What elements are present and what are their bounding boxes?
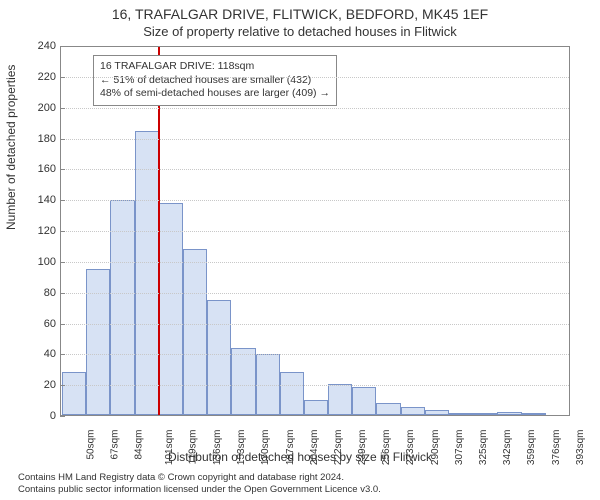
gridline: [61, 169, 569, 170]
bar: [280, 372, 304, 415]
y-tick: [60, 385, 65, 386]
gridline: [61, 324, 569, 325]
y-tick-label: 200: [16, 102, 56, 114]
gridline: [61, 354, 569, 355]
y-tick: [60, 293, 65, 294]
y-tick-label: 120: [16, 225, 56, 237]
y-tick: [60, 324, 65, 325]
y-tick: [60, 139, 65, 140]
bar: [304, 400, 328, 415]
annotation-line: 48% of semi-detached houses are larger (…: [100, 87, 330, 101]
bar: [135, 131, 159, 415]
bar: [449, 413, 473, 415]
y-tick-label: 0: [16, 410, 56, 422]
bar: [522, 413, 546, 415]
chart-title: 16, TRAFALGAR DRIVE, FLITWICK, BEDFORD, …: [0, 6, 600, 22]
gridline: [61, 231, 569, 232]
y-tick-label: 160: [16, 163, 56, 175]
gridline: [61, 385, 569, 386]
bar: [328, 384, 352, 415]
y-tick: [60, 108, 65, 109]
y-tick-label: 20: [16, 379, 56, 391]
x-axis-label: Distribution of detached houses by size …: [0, 450, 600, 464]
y-tick: [60, 231, 65, 232]
annotation-box: 16 TRAFALGAR DRIVE: 118sqm← 51% of detac…: [93, 55, 337, 106]
gridline: [61, 293, 569, 294]
bar: [86, 269, 110, 415]
y-tick-label: 100: [16, 256, 56, 268]
y-tick: [60, 416, 65, 417]
gridline: [61, 77, 569, 78]
bar: [110, 200, 134, 415]
y-tick: [60, 354, 65, 355]
y-tick-label: 180: [16, 133, 56, 145]
y-tick: [60, 200, 65, 201]
bar: [497, 412, 521, 415]
y-tick-label: 220: [16, 71, 56, 83]
bar: [376, 403, 400, 415]
gridline: [61, 262, 569, 263]
chart-subtitle: Size of property relative to detached ho…: [0, 24, 600, 39]
y-tick: [60, 46, 65, 47]
bar: [473, 413, 497, 415]
annotation-line: ← 51% of detached houses are smaller (43…: [100, 74, 330, 88]
y-tick-label: 40: [16, 348, 56, 360]
chart-container: 16, TRAFALGAR DRIVE, FLITWICK, BEDFORD, …: [0, 0, 600, 500]
credits-line-2: Contains public sector information licen…: [18, 484, 381, 496]
gridline: [61, 139, 569, 140]
bar: [183, 249, 207, 415]
bar: [62, 372, 86, 415]
gridline: [61, 108, 569, 109]
bar: [352, 387, 376, 415]
annotation-line: 16 TRAFALGAR DRIVE: 118sqm: [100, 60, 330, 74]
y-tick: [60, 169, 65, 170]
y-tick: [60, 262, 65, 263]
bar: [401, 407, 425, 415]
bar: [159, 203, 183, 415]
y-tick-label: 60: [16, 318, 56, 330]
bar: [207, 300, 231, 415]
y-tick-label: 240: [16, 40, 56, 52]
bar: [425, 410, 449, 415]
bar: [231, 348, 255, 415]
gridline: [61, 200, 569, 201]
credits: Contains HM Land Registry data © Crown c…: [18, 472, 381, 496]
y-tick-label: 140: [16, 194, 56, 206]
y-tick: [60, 77, 65, 78]
y-tick-label: 80: [16, 287, 56, 299]
credits-line-1: Contains HM Land Registry data © Crown c…: [18, 472, 381, 484]
